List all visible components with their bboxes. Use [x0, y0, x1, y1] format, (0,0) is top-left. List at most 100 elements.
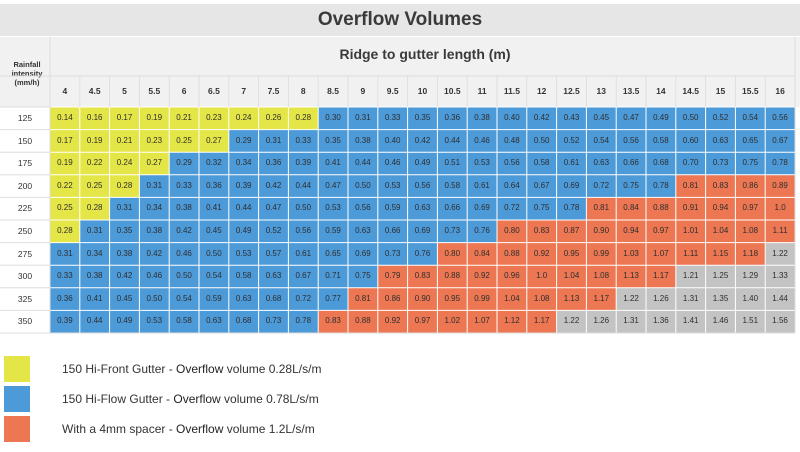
table-cell: 0.76 [467, 220, 497, 243]
column-header: 6.5 [207, 86, 220, 96]
row-header: 200 [17, 180, 33, 191]
table-cell: 0.36 [437, 107, 468, 130]
table-cell: 0.23 [139, 129, 170, 153]
table-cell: 0.66 [437, 197, 468, 220]
table-cell: 0.26 [258, 107, 289, 130]
column-header: 15.5 [742, 86, 759, 96]
table-cell: 0.72 [288, 287, 319, 311]
table-cell: 0.54 [735, 107, 766, 130]
table-cell: 0.28 [288, 107, 319, 130]
table-cell: 0.58 [526, 152, 557, 175]
table-cell: 0.75 [526, 197, 557, 220]
table-cell: 0.89 [765, 174, 795, 198]
table-cell: 0.50 [199, 242, 229, 266]
legend-swatch [4, 356, 30, 382]
table-cell: 0.90 [586, 220, 617, 243]
table-cell: 0.35 [109, 220, 140, 243]
table-cell: 0.31 [50, 242, 80, 266]
table-cell: 0.60 [675, 129, 706, 153]
table-cell: 0.70 [675, 152, 706, 175]
table-cell: 0.28 [109, 174, 140, 198]
table-cell: 0.71 [318, 265, 348, 288]
table-cell: 1.04 [497, 287, 527, 311]
table-cell: 0.66 [616, 152, 646, 175]
legend-prefix: 150 Hi-Flow Gutter - [62, 392, 174, 406]
table-cell: 0.95 [556, 242, 587, 266]
column-header: 10 [417, 86, 428, 96]
table-cell: 0.67 [288, 265, 319, 288]
table-cell: 0.19 [50, 152, 80, 175]
table-cell: 0.49 [228, 220, 259, 243]
legend-swatch [4, 386, 30, 412]
table-cell: 0.31 [258, 129, 289, 153]
table-cell: 0.29 [169, 152, 199, 175]
legend-suffix: volume 1.2L/s/m [223, 422, 315, 436]
table-cell: 1.31 [675, 287, 706, 311]
table-cell: 0.68 [228, 310, 259, 333]
table-cell: 0.34 [228, 152, 259, 175]
table-cell: 0.17 [50, 129, 80, 153]
column-header: 13.5 [622, 86, 640, 96]
table-cell: 0.42 [139, 242, 170, 266]
table-cell: 0.49 [109, 310, 140, 333]
table-cell: 0.27 [139, 152, 170, 175]
table-cell: 0.46 [139, 265, 170, 288]
table-cell: 0.56 [288, 220, 319, 243]
table-cell: 0.22 [50, 174, 80, 198]
column-header: 13 [596, 86, 607, 96]
table-cell: 0.91 [675, 197, 706, 220]
table-cell: 0.35 [407, 107, 438, 130]
table-cell: 1.21 [675, 265, 706, 288]
table-cell: 0.21 [169, 107, 199, 130]
table-cell: 0.28 [79, 197, 110, 220]
table-cell: 0.54 [586, 129, 617, 153]
table-cell: 0.72 [586, 174, 617, 198]
table-cell: 1.40 [735, 287, 766, 311]
table-cell: 1.29 [735, 265, 766, 288]
table-cell: 1.22 [616, 287, 646, 311]
column-header: 14 [656, 86, 666, 96]
table-cell: 0.68 [258, 287, 289, 311]
table-cell: 0.87 [556, 220, 587, 243]
legend-label: 150 Hi-Flow Gutter - Overflow volume 0.7… [62, 386, 319, 412]
table-cell: 0.92 [467, 265, 497, 288]
table-cell: 0.19 [139, 107, 170, 130]
table-cell: 0.53 [377, 174, 408, 198]
legend-prefix: With a 4mm spacer - [62, 422, 177, 436]
table-cell: 0.27 [199, 129, 229, 153]
table-cell: 0.92 [377, 310, 408, 333]
legend-swatch [4, 416, 30, 442]
table-cell: 0.69 [348, 242, 378, 266]
table-cell: 0.34 [79, 242, 110, 266]
table-cell: 0.45 [586, 107, 617, 130]
table-cell: 1.35 [705, 287, 736, 311]
row-header: 250 [17, 226, 33, 236]
table-cell: 0.97 [735, 197, 766, 220]
table-cell: 0.41 [318, 152, 348, 175]
table-cell: 0.47 [258, 197, 289, 220]
table-cell: 0.41 [79, 287, 110, 311]
table-cell: 0.38 [139, 220, 170, 243]
table-cell: 1.04 [705, 220, 736, 243]
column-header: 15 [715, 86, 726, 96]
table-cell: 0.35 [318, 129, 348, 153]
table-cell: 0.64 [497, 174, 527, 198]
column-header: 9 [360, 86, 366, 96]
table-cell: 0.53 [318, 197, 348, 220]
table-cell: 1.08 [526, 287, 557, 311]
table-cell: 0.69 [407, 220, 438, 243]
row-header: 300 [17, 271, 33, 282]
column-header: 12.5 [563, 86, 580, 96]
table-cell: 0.38 [467, 107, 497, 130]
table-cell: 0.63 [258, 265, 289, 288]
table-cell: 0.48 [497, 129, 527, 153]
table-cell: 0.23 [199, 107, 229, 130]
table-cell: 0.49 [407, 152, 438, 175]
table-cell: 0.97 [407, 310, 438, 333]
table-cell: 0.65 [318, 242, 348, 266]
table-cell: 0.57 [258, 242, 289, 266]
table-cell: 0.31 [109, 197, 140, 220]
table-cell: 0.63 [705, 129, 736, 153]
column-header: 8 [300, 86, 306, 96]
table-cell: 1.22 [765, 242, 795, 266]
